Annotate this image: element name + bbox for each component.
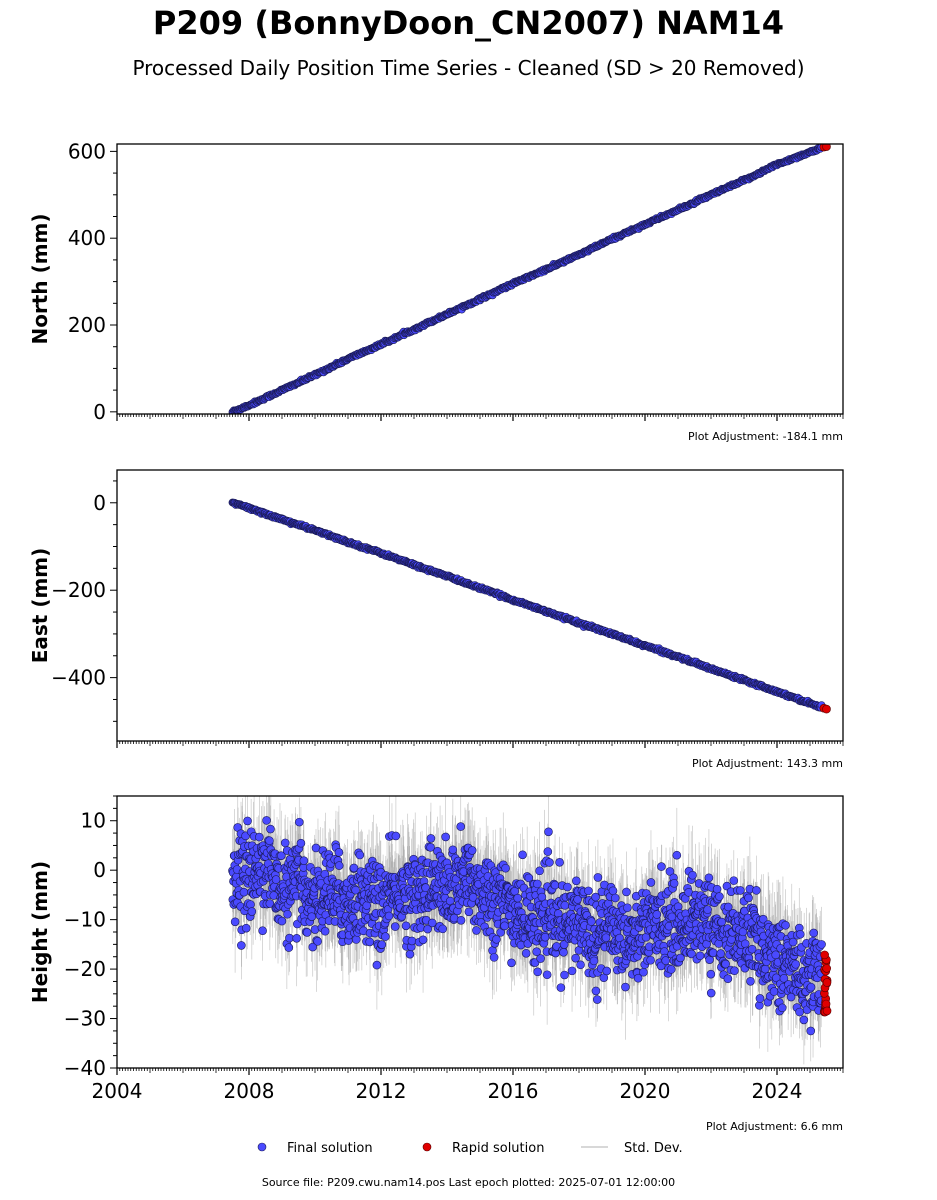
final-points [228,144,826,414]
rapid-point [822,704,831,714]
plot-adjustment-note: Plot Adjustment: 143.3 mm [692,757,843,770]
chart-title: P209 (BonnyDoon_CN2007) NAM14 [152,4,785,42]
plot-area [228,144,831,414]
y-tick-label: 0 [93,400,106,424]
y-tick-label: 400 [68,226,106,250]
rapid-points [819,144,831,152]
axes-frame [116,469,844,742]
chart-subtitle: Processed Daily Position Time Series - C… [132,56,805,80]
y-axis-label: East (mm) [28,548,52,664]
y-tick-label: 0 [93,491,106,515]
north-panel: 0 200 400 600 North (mm) Plot Adjustment: -18… [28,139,844,443]
y-axis-label: North (mm) [28,213,52,344]
plot-area [228,498,831,714]
plot-area [228,796,832,1065]
final-points [228,498,826,712]
y-tick-label: 600 [68,139,106,163]
plot-adjustment-note: Plot Adjustment: -184.1 mm [688,430,843,443]
y-tick-label: −200 [51,578,106,602]
rapid-points [819,703,831,714]
y-tick-label: −400 [51,666,106,690]
y-tick-label: 200 [68,313,106,337]
rapid-point [822,144,831,151]
